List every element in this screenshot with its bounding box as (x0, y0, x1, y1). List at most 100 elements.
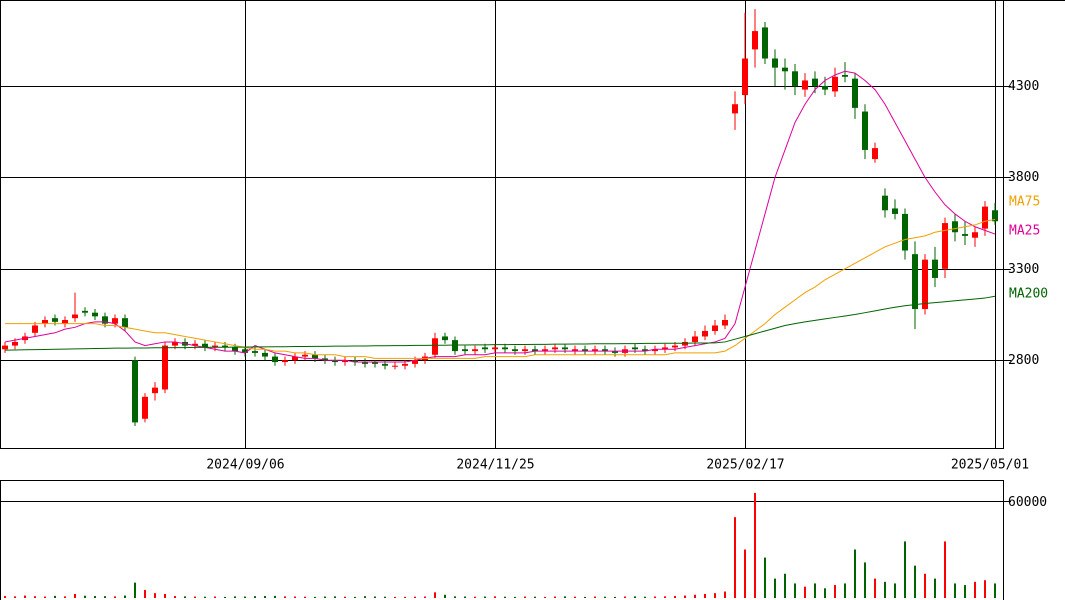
candle-body (282, 360, 288, 363)
y-tick-label: 4300 (1008, 79, 1039, 94)
x-tick-label: 2024/09/06 (206, 458, 284, 473)
candle-body (252, 351, 258, 353)
volume-bar (894, 583, 896, 598)
candle-body (782, 67, 788, 72)
candle-body (202, 343, 208, 348)
candle-body (602, 349, 608, 352)
volume-bar (634, 596, 636, 598)
legend-label: MA75 (1009, 195, 1040, 210)
candle-body (152, 387, 158, 394)
volume-bar (444, 594, 446, 598)
candle-body (532, 349, 538, 352)
candle-body (852, 78, 858, 108)
price-panel-frame (0, 0, 1004, 449)
candle-body (382, 363, 388, 366)
volume-bar (554, 596, 556, 598)
candle-body (752, 31, 758, 50)
candle-body (992, 210, 998, 222)
volume-bar (434, 592, 436, 598)
candle-body (32, 325, 38, 333)
volume-bar (54, 595, 56, 598)
candle-body (122, 318, 128, 328)
candle-body (392, 365, 398, 367)
volume-bar (34, 596, 36, 598)
candle-body (522, 349, 528, 352)
candle-body (512, 349, 518, 352)
volume-bar (484, 596, 486, 598)
candle-body (402, 363, 408, 366)
volume-bar (974, 581, 976, 598)
candle-body (142, 396, 148, 419)
candle-body (672, 345, 678, 348)
candle-body (982, 206, 988, 229)
volume-bar (374, 596, 376, 598)
candle-body (322, 358, 328, 361)
candle-body (772, 58, 778, 68)
volume-bar (864, 562, 866, 598)
candle-body (482, 347, 488, 350)
candle-body (272, 356, 278, 363)
volume-bar (854, 549, 856, 598)
volume-bar (794, 583, 796, 598)
candle-body (502, 347, 508, 350)
volume-bar (754, 492, 756, 598)
candle-body (42, 320, 48, 324)
volume-bar (364, 596, 366, 598)
x-tick-label: 2024/11/25 (456, 458, 534, 473)
volume-bar (134, 582, 136, 598)
volume-bar (494, 596, 496, 598)
candle-body (872, 148, 878, 160)
candle-body (222, 345, 228, 348)
volume-bar (44, 596, 46, 598)
volume-bar (254, 596, 256, 598)
candle-body (442, 336, 448, 341)
legend-label: MA25 (1009, 224, 1040, 239)
candle-body (802, 80, 808, 90)
volume-bar (824, 588, 826, 598)
candle-body (922, 259, 928, 310)
volume-bar (664, 596, 666, 598)
candle-body (82, 310, 88, 313)
volume-bar (334, 596, 336, 598)
candle-body (882, 195, 888, 211)
candle-body (412, 360, 418, 364)
candle-body (572, 349, 578, 352)
candle-body (172, 341, 178, 346)
volume-bar (994, 583, 996, 598)
volume-bar (584, 596, 586, 598)
y-tick-label: 2800 (1008, 353, 1039, 368)
candle-body (112, 318, 118, 324)
volume-bar (724, 591, 726, 598)
volume-bar (154, 593, 156, 598)
volume-bar (474, 596, 476, 598)
candle-body (132, 360, 138, 423)
candle-body (192, 343, 198, 346)
volume-bar (884, 581, 886, 598)
volume-bar (354, 596, 356, 598)
candle-body (632, 347, 638, 350)
moving-average-line (4, 295, 996, 351)
volume-bar (294, 596, 296, 598)
candle-body (432, 338, 438, 355)
volume-bar (114, 596, 116, 598)
candle-body (292, 356, 298, 361)
candle-body (472, 349, 478, 352)
volume-bar (24, 595, 26, 598)
candle-body (352, 360, 358, 363)
candle-body (652, 349, 658, 352)
volume-bar (164, 593, 166, 598)
candle-body (72, 314, 78, 319)
volume-bar (504, 596, 506, 598)
candle-body (552, 347, 558, 350)
volume-bar (964, 585, 966, 598)
volume-bar (734, 517, 736, 598)
candle-body (732, 104, 738, 114)
candle-body (492, 347, 498, 350)
volume-bar (94, 596, 96, 598)
candle-body (52, 318, 58, 322)
candle-body (262, 352, 268, 357)
volume-bar (214, 596, 216, 598)
volume-bar (614, 596, 616, 598)
volume-bar (314, 596, 316, 598)
